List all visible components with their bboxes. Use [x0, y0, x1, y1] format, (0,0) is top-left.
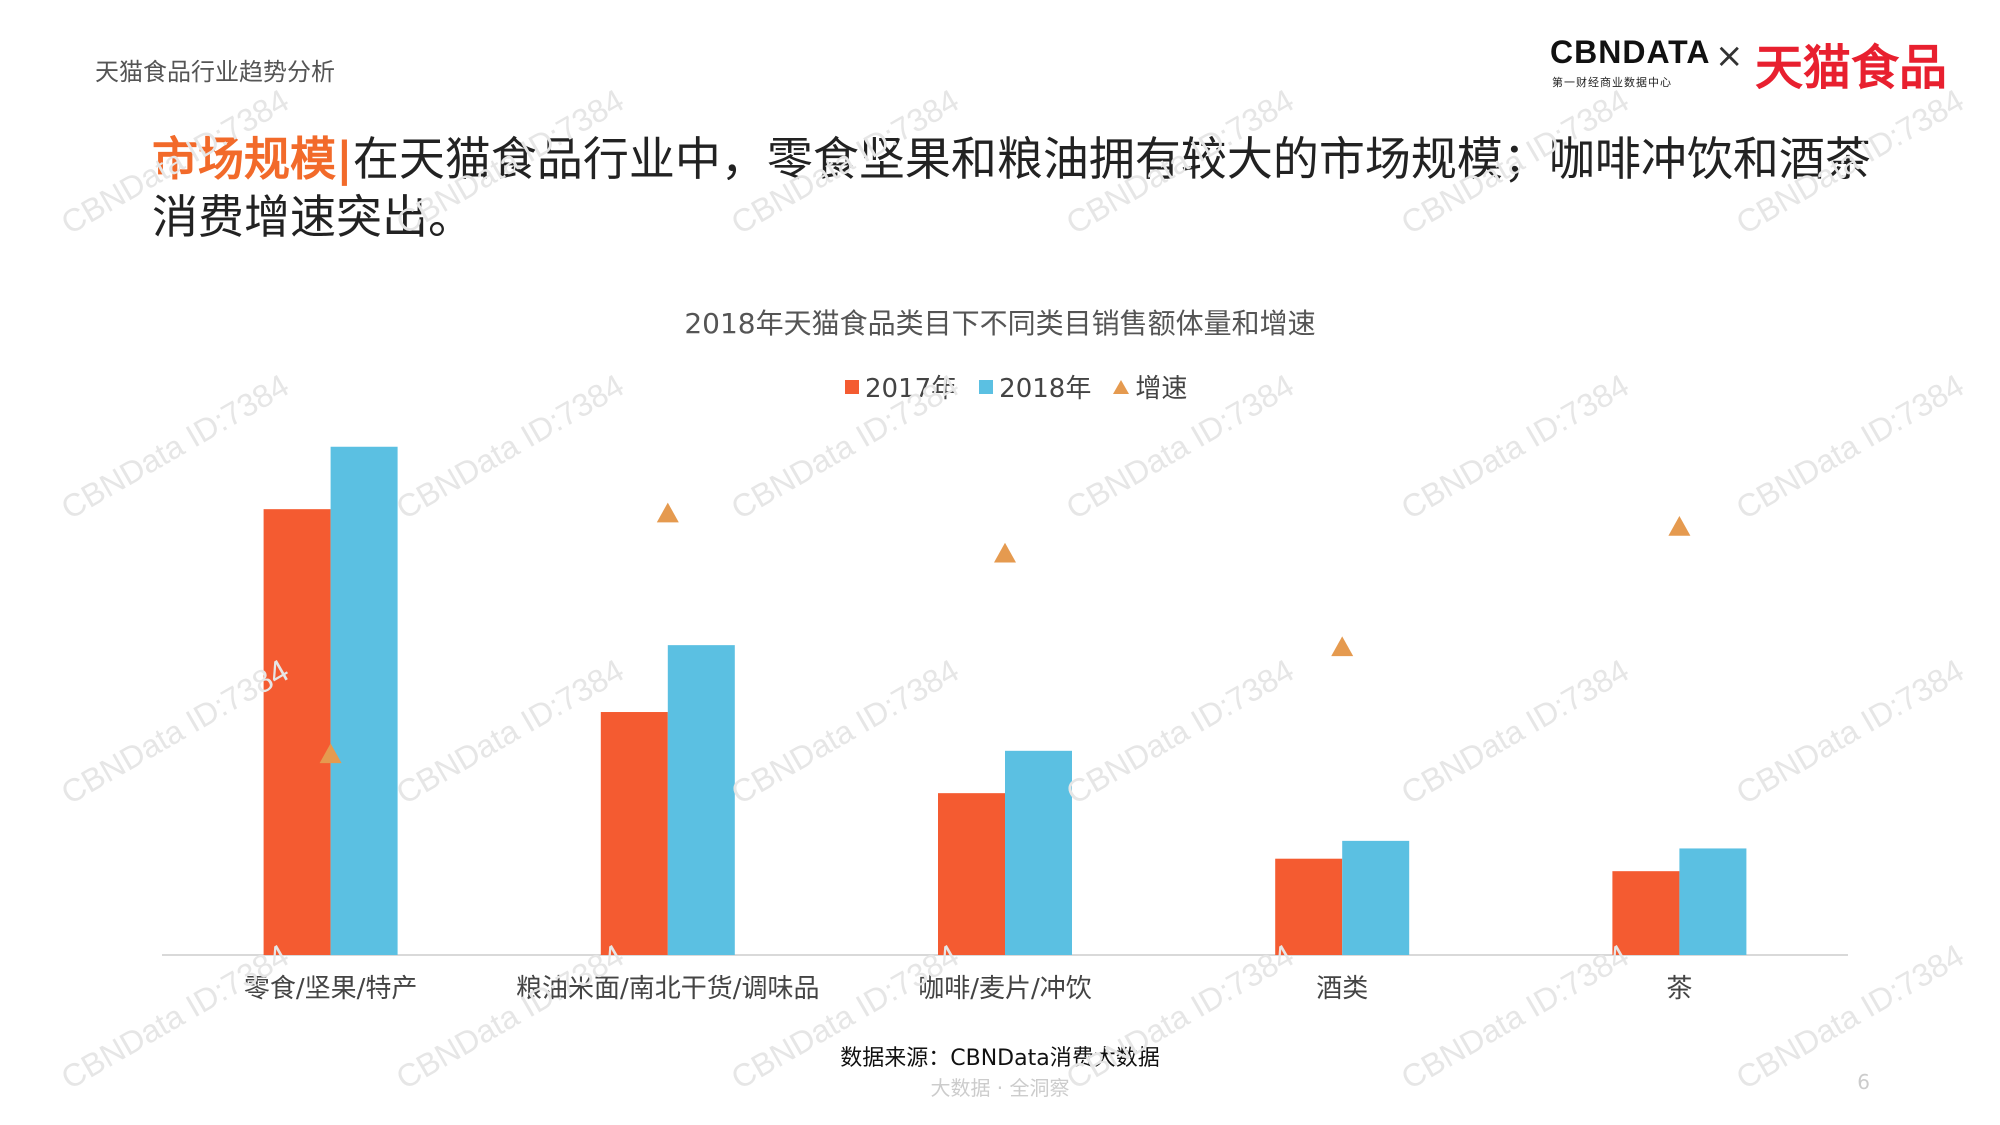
- legend-label-2018: 2018年: [999, 374, 1092, 404]
- logo-area: CBNDATA 第一财经商业数据中心 × 天猫食品: [1550, 30, 1970, 96]
- legend-swatch-2017: [845, 379, 859, 394]
- x-tick-label-2: 咖啡/麦片/冲饮: [918, 974, 1092, 1004]
- page-number: 6: [1857, 1070, 1870, 1094]
- growth-marker-3: [1331, 636, 1354, 657]
- bar-2018年-0: [330, 446, 398, 955]
- bar-2017年-3: [1275, 858, 1343, 955]
- cbn-logo: CBNDATA: [1550, 34, 1711, 70]
- legend-triangle-icon: [1113, 379, 1130, 394]
- headline-tag: 市场规模|: [152, 132, 353, 186]
- x-tick-label-3: 酒类: [1316, 974, 1368, 1004]
- x-tick-label-1: 粮油米面/南北干货/调味品: [516, 974, 820, 1004]
- bar-2018年-3: [1342, 840, 1410, 955]
- x-tick-label-0: 零食/坚果/特产: [244, 974, 418, 1004]
- logo-separator: ×: [1715, 36, 1744, 76]
- bar-2018年-4: [1679, 848, 1747, 955]
- legend-label-2017: 2017年: [865, 374, 958, 404]
- section-title: 天猫食品行业趋势分析: [95, 58, 335, 86]
- headline: 市场规模|在天猫食品行业中，零食坚果和粮油拥有较大的市场规模；咖啡冲饮和酒茶消费…: [152, 130, 1872, 246]
- legend-swatch-2018: [979, 379, 994, 394]
- tmall-food-logo: 天猫食品: [1755, 40, 1948, 96]
- data-source: 数据来源：CBNData消费大数据: [840, 1046, 1160, 1071]
- bar-2017年-0: [263, 509, 331, 955]
- legend-item-2018: 2018年: [979, 368, 1091, 405]
- bar-2017年-1: [600, 712, 668, 955]
- growth-marker-1: [656, 502, 679, 523]
- bar-2018年-1: [667, 645, 735, 955]
- cbn-logo-subtitle: 第一财经商业数据中心: [1552, 76, 1672, 89]
- legend-item-2017: 2017年: [845, 368, 957, 405]
- x-tick-label-4: 茶: [1666, 974, 1692, 1004]
- legend-item-growth: 增速: [1113, 368, 1187, 405]
- growth-marker-4: [1668, 516, 1691, 536]
- legend-label-growth: 增速: [1135, 374, 1188, 404]
- headline-text: 在天猫食品行业中，零食坚果和粮油拥有较大的市场规模；咖啡冲饮和酒茶消费增速突出。: [152, 132, 1871, 244]
- bar-2017年-4: [1612, 871, 1680, 955]
- growth-marker-0: [319, 743, 342, 764]
- bar-2018年-2: [1005, 750, 1072, 955]
- chart-legend: 2017年 2018年 增速: [845, 368, 1187, 405]
- growth-marker-2: [994, 542, 1016, 563]
- footer-tagline: 大数据 · 全洞察: [930, 1076, 1070, 1100]
- chart-title: 2018年天猫食品类目下不同类目销售额体量和增速: [684, 307, 1316, 340]
- bar-2017年-2: [938, 793, 1005, 955]
